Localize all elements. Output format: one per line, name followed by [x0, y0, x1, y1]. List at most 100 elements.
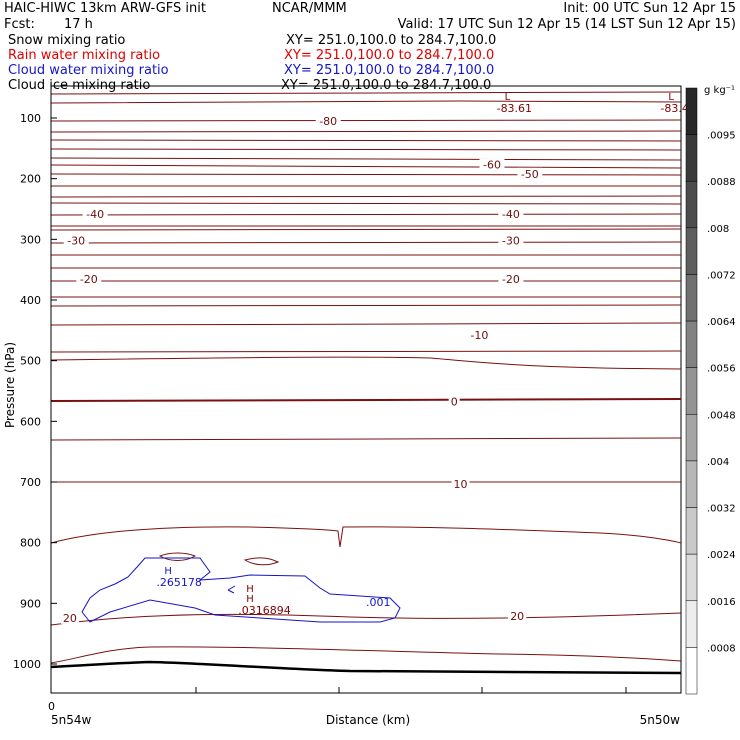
extremum-symbol: L: [668, 92, 674, 103]
field-xy-snow: XY= 251.0,100.0 to 284.7,100.0: [286, 33, 496, 48]
valid-time: Valid: 17 UTC Sun 12 Apr 15 (14 LST Sun …: [398, 17, 736, 32]
temperature-contours: [50, 91, 682, 675]
contour-label: -30: [502, 235, 520, 248]
contour-line: [50, 195, 682, 198]
colorbar-box: [685, 647, 698, 695]
cloud-water-contours: [81, 557, 401, 623]
colorbar-label: .0095: [707, 131, 736, 142]
contour-line: [81, 557, 401, 623]
contour-labels: -80 -60 -50 -40 -40 -30 -30 -20 -20 -10 0 10 20 20: [60, 115, 543, 625]
contour-label: -10: [470, 329, 488, 342]
contour-label: -30: [67, 235, 85, 248]
contour-line: [50, 119, 682, 122]
colorbar-unit: g kg⁻¹: [704, 85, 735, 96]
contour-label-bg: [498, 272, 524, 285]
x-end-label: 5n50w: [640, 713, 681, 727]
header: HAIC-HIWC 13km ARW-GFS init NCAR/MMM Ini…: [4, 1, 736, 93]
contour-label-bg: [517, 167, 543, 180]
contour-label: -20: [80, 273, 98, 286]
init-time: Init: 00 UTC Sun 12 Apr 15: [563, 1, 736, 16]
contour-line: [50, 139, 682, 142]
contour-line: [50, 148, 682, 151]
contour-line: [50, 241, 682, 244]
extremum-value: .001: [366, 596, 391, 609]
contour-label-bg: [60, 611, 79, 624]
contour-label-bg: [76, 272, 102, 285]
colorbar-box: [685, 274, 698, 322]
colorbar-box: [685, 414, 698, 462]
colorbar-box: [685, 320, 698, 368]
colorbar-label: .0056: [707, 364, 736, 375]
contour-label: 20: [63, 612, 77, 625]
contour-label-bg: [498, 207, 524, 220]
contour-label-bg: [82, 207, 108, 220]
y-tick-label: 900: [20, 597, 41, 610]
contour-line: [50, 228, 682, 231]
contour-line: [227, 585, 236, 594]
contour-label-bg: [315, 115, 341, 128]
contour-label: 20: [510, 610, 524, 623]
rain-water-contours: [227, 585, 236, 594]
contour-label-bg: [448, 395, 460, 408]
field-xy-cloud-water: XY= 251.0,100.0 to 284.7,100.0: [284, 63, 494, 78]
y-tick-label: 300: [20, 233, 41, 246]
contour-label: 0: [451, 395, 458, 408]
contour-label: -40: [86, 208, 104, 221]
y-tick-label: 200: [20, 173, 41, 186]
contour-label-bg: [479, 158, 505, 171]
colorbar-label: .0024: [707, 550, 736, 561]
colorbar-box: [685, 87, 698, 135]
contour-label-bg: [508, 610, 527, 623]
contour-line: [50, 646, 682, 664]
contour-label: -40: [502, 208, 520, 221]
colorbar-label: .0032: [707, 504, 736, 515]
y-tick-label: 1000: [13, 658, 41, 671]
y-tick-label: 500: [20, 355, 41, 368]
y-tick-label: 800: [20, 537, 41, 550]
field-name-snow: Snow mixing ratio: [8, 33, 125, 48]
contour-line: [50, 612, 682, 626]
extremum-symbol: H: [246, 594, 254, 605]
contour-line: [50, 202, 682, 205]
colorbar-box: [685, 134, 698, 182]
colorbar-label: .0064: [707, 317, 736, 328]
contour-label-bg: [63, 234, 89, 247]
colorbar-box: [685, 180, 698, 229]
field-name-cloud-water: Cloud water mixing ratio: [8, 63, 169, 78]
field-name-rain: Rain water mixing ratio: [8, 48, 160, 63]
extremum-value: .265178: [156, 576, 202, 589]
colorbar-box: [685, 507, 698, 555]
contour-line: [50, 91, 682, 95]
field-xy-rain: XY= 251.0,100.0 to 284.7,100.0: [284, 48, 494, 63]
fcst-value: 17 h: [64, 17, 93, 32]
contour-label: -50: [521, 168, 539, 181]
contour-line: [50, 356, 682, 370]
colorbar-box: [685, 227, 698, 275]
contour-label: 10: [454, 478, 468, 491]
ground-surface: [50, 660, 682, 675]
x-axis-label: Distance (km): [326, 713, 410, 727]
x-origin-tick-label: 0: [48, 700, 55, 713]
extremum-value: .0316894: [238, 604, 290, 617]
contour-label: -20: [502, 273, 520, 286]
colorbar-label: .0088: [707, 177, 736, 188]
x-axis: 0 5n54w Distance (km) 5n50w: [48, 687, 680, 727]
extremum-value: -83.4: [660, 102, 688, 115]
contour-line: [50, 350, 682, 353]
colorbar-label: .008: [707, 224, 729, 235]
y-tick-label: 100: [20, 112, 41, 125]
contour-line: [158, 552, 197, 561]
contour-label: -60: [483, 159, 501, 172]
colorbar-label: .0016: [707, 597, 736, 608]
contour-line: [50, 437, 682, 441]
contour-line: [50, 398, 682, 402]
contour-line: [50, 322, 682, 326]
colorbar-box: [685, 600, 698, 648]
contour-line: [50, 526, 682, 548]
contour-line: [50, 130, 682, 133]
colorbar-box: [685, 460, 698, 508]
colorbar-label: .0072: [707, 270, 736, 281]
colorbar-label: .0008: [707, 643, 736, 654]
colorbar-label: .004: [707, 457, 729, 468]
